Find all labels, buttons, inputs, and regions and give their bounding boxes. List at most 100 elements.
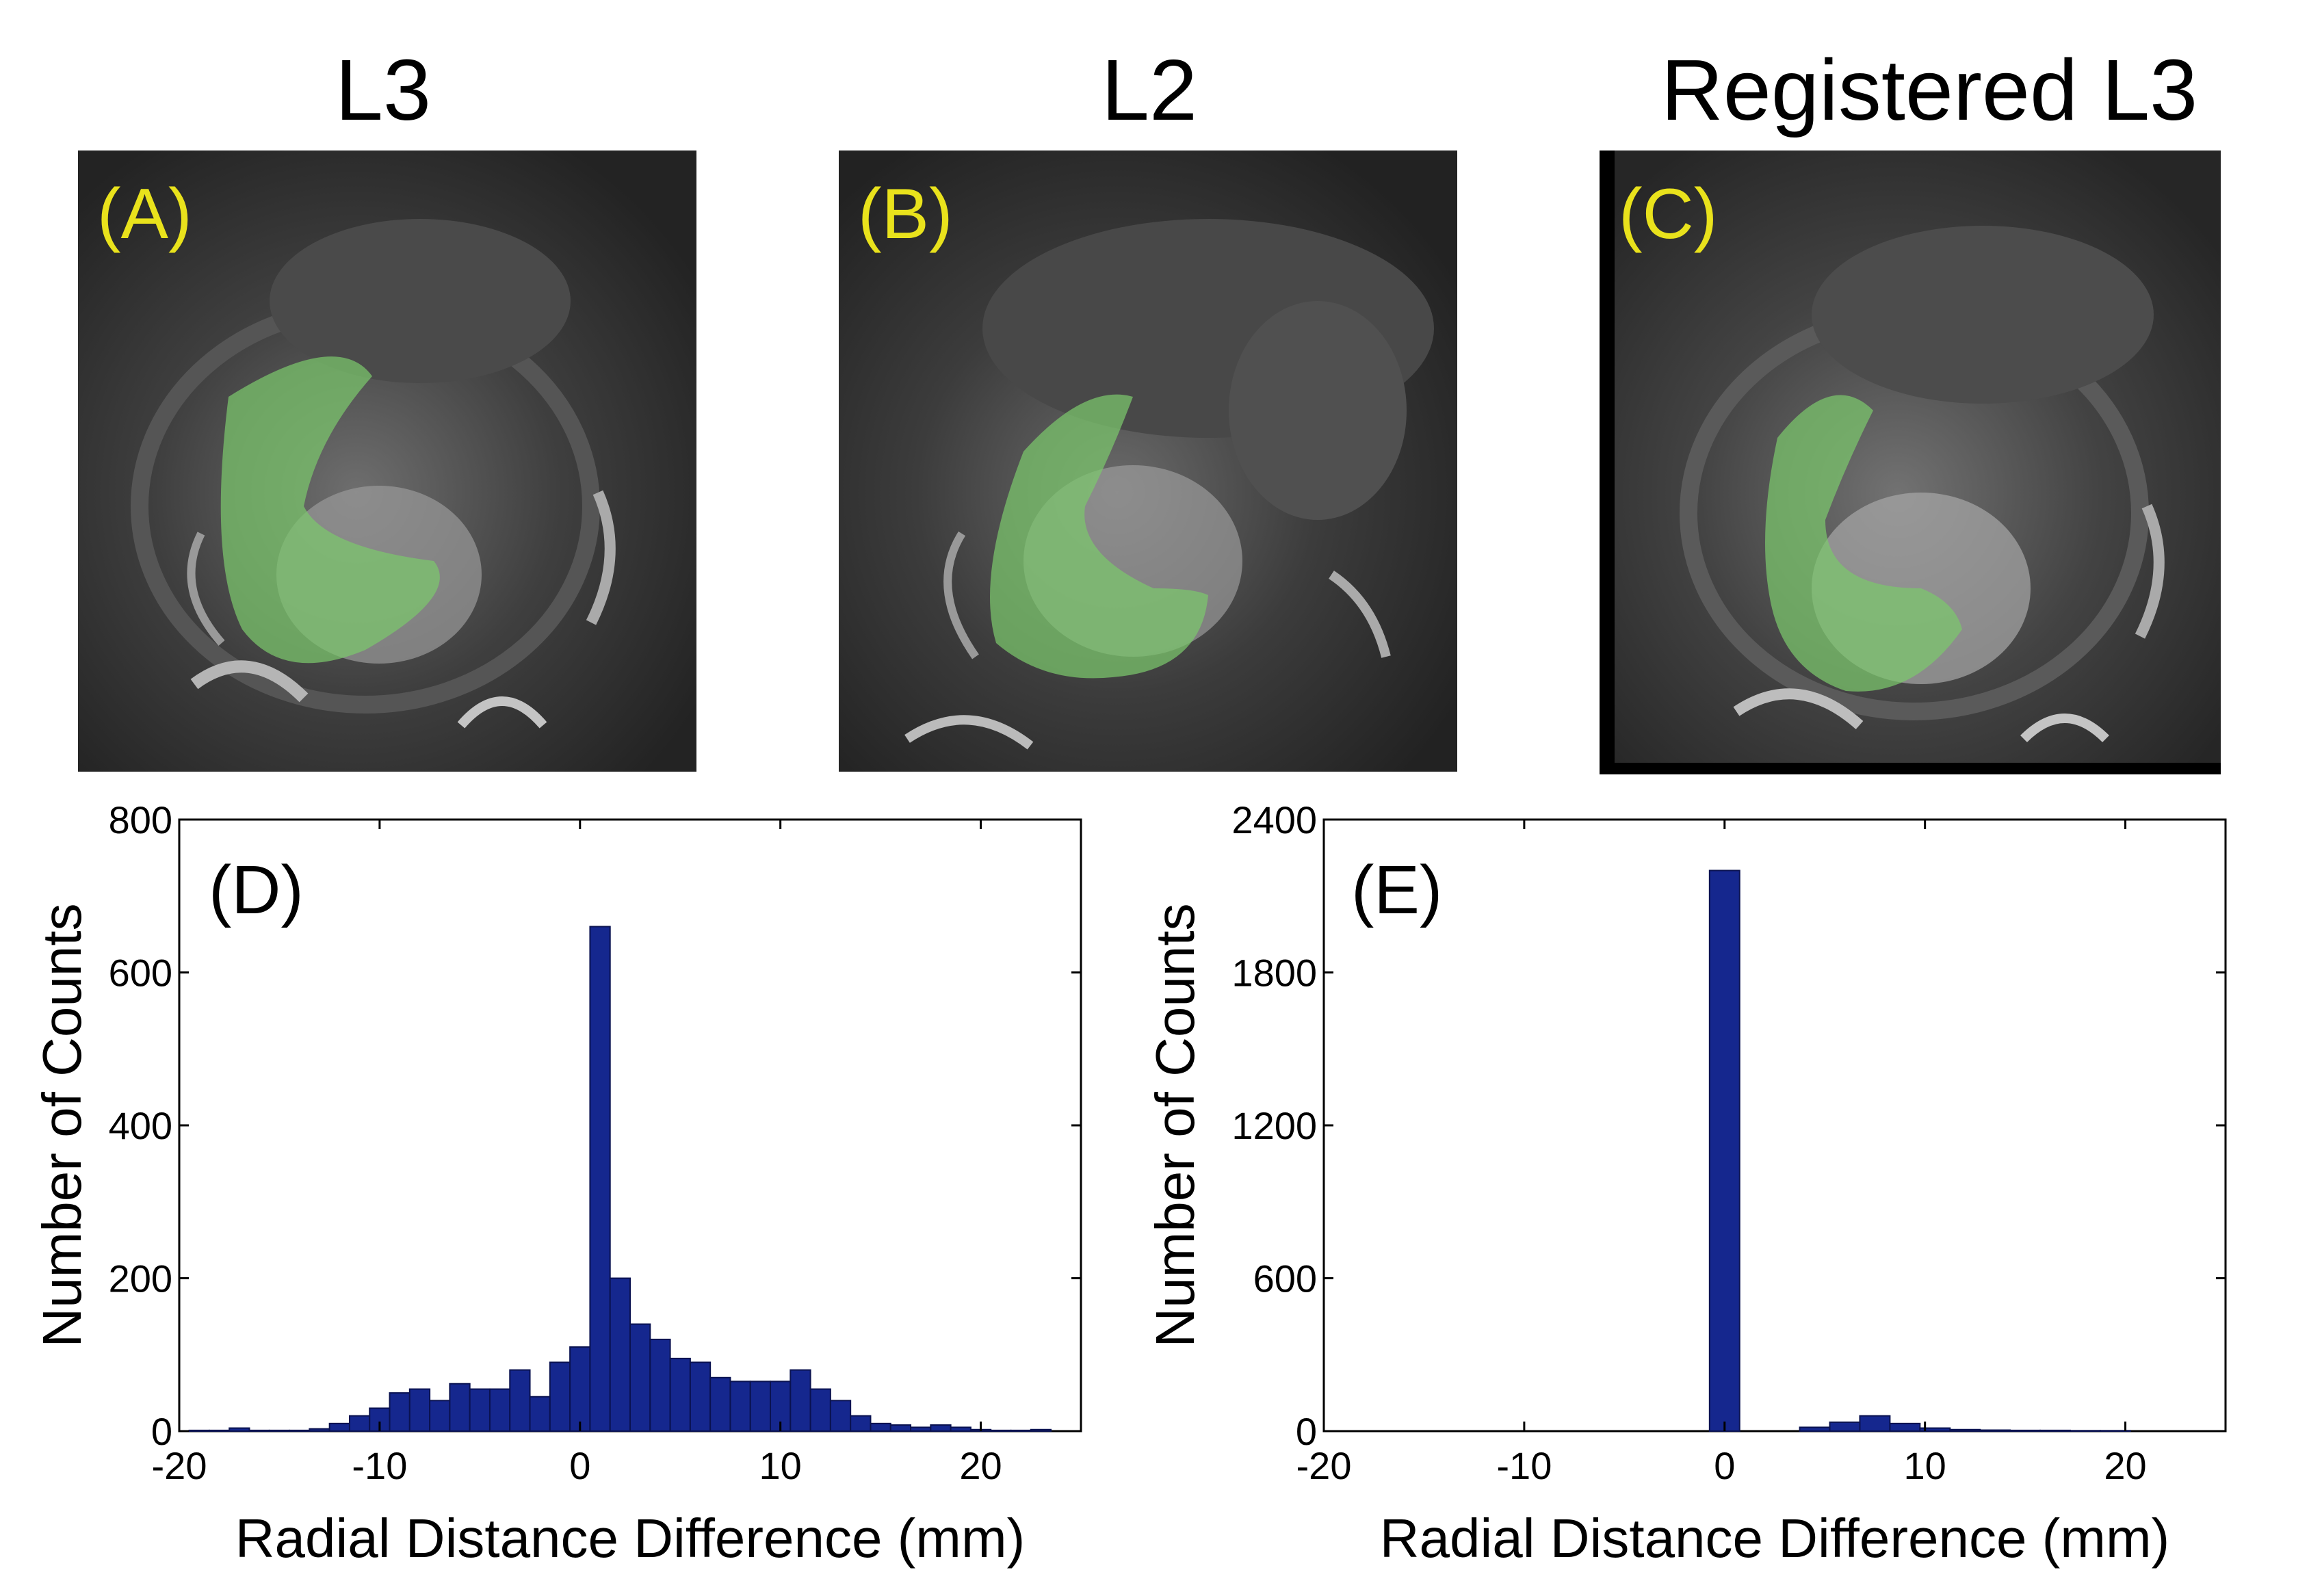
bar-e [1949,1428,1981,1432]
bar-d [669,1357,691,1433]
x-tick-label-d: 10 [759,1444,802,1487]
y-tick-label-e: 600 [1253,1257,1317,1300]
bar-d [408,1388,431,1432]
bar-d [229,1427,250,1433]
mri-image-c: (C) [1600,151,2221,774]
panel-title-a: L3 [335,42,432,138]
bar-d [729,1381,751,1433]
axes-e: -20 -10 0 10 20 0 600 1200 1800 2400 [1231,798,2226,1487]
mri-image-a: (A) [78,151,696,772]
bar-d [629,1323,651,1433]
x-tick-label-e: 10 [1904,1444,1946,1487]
bar-e [1859,1415,1891,1432]
panel-title-b: L2 [1101,42,1198,138]
bar-e [1889,1422,1921,1432]
chart-label-e: (E) [1351,852,1442,928]
bar-d [488,1388,511,1432]
mri-scan-a [78,151,696,772]
bar-d [449,1383,471,1432]
bar-e [2039,1429,2072,1433]
mri-image-b: (B) [839,151,1457,772]
y-tick-label-e: 1800 [1231,952,1317,995]
bar-d [950,1426,971,1433]
x-tick-label-e: -10 [1496,1444,1552,1487]
y-tick-label-d: 200 [109,1257,172,1300]
bar-d [529,1396,551,1433]
bar-d [870,1422,891,1432]
bar-d [889,1424,912,1433]
bar-e [2009,1429,2041,1433]
x-tick-label-d: 0 [569,1444,590,1487]
x-tick-label-d: -10 [352,1444,407,1487]
bar-d [248,1429,270,1433]
bar-e [1829,1421,1861,1432]
y-tick-label-e: 2400 [1231,798,1317,841]
histogram-e: -20 -10 0 10 20 0 600 1200 1800 2400 (E) Radial D… [1145,798,2227,1569]
bar-d [689,1361,712,1433]
bar-d [749,1381,772,1433]
chart-label-d: (D) [209,852,304,928]
x-axis-label-d: Radial Distance Difference (mm) [235,1508,1025,1569]
panel-title-c: Registered L3 [1660,42,2198,138]
bar-d [649,1338,671,1433]
x-tick-label-e: 20 [2104,1444,2146,1487]
bar-e [1708,869,1740,1432]
bar-e [2099,1430,2131,1432]
panel-label-b: (B) [858,174,953,254]
bar-d [549,1361,571,1433]
bar-d [469,1388,491,1432]
segmentation-overlay-c [1765,395,1962,692]
bar-d [188,1429,210,1433]
panel-label-a: (A) [97,174,192,254]
bars-e [1708,869,2131,1433]
bar-d [790,1369,811,1432]
bar-d [309,1428,330,1432]
x-axis-label-e: Radial Distance Difference (mm) [1380,1508,2169,1569]
bar-d [289,1429,311,1433]
bar-d [829,1400,852,1433]
segmentation-overlay-b [990,394,1208,679]
mri-scan-b [839,151,1457,772]
panel-label-c: (C) [1619,174,1718,254]
bar-d [509,1369,531,1432]
bar-e [1799,1426,1831,1433]
bar-e [1979,1429,2011,1433]
bar-d [328,1422,350,1432]
bar-d [389,1392,410,1432]
bar-d [569,1346,591,1432]
x-tick-label-e: -20 [1296,1444,1352,1487]
bar-d [930,1424,952,1433]
y-tick-label-d: 0 [151,1410,172,1453]
bar-d [268,1429,291,1433]
bar-d [709,1376,731,1433]
x-tick-label-d: 20 [959,1444,1002,1487]
mri-scan-c [1600,151,2221,774]
bar-d [809,1388,831,1432]
bar-d [850,1415,872,1432]
bar-d [910,1426,932,1433]
x-tick-label-d: -20 [152,1444,207,1487]
bar-d [589,926,611,1432]
segmentation-overlay-a [220,356,440,664]
bar-d [429,1400,451,1433]
plot-area-e [1322,818,2227,1433]
y-axis-label-d: Number of Counts [31,903,92,1347]
bar-d [208,1429,231,1433]
y-tick-label-d: 400 [109,1104,172,1147]
y-tick-label-e: 0 [1296,1410,1317,1453]
y-tick-label-d: 600 [109,952,172,995]
bar-d [609,1277,631,1432]
bar-e [2070,1430,2101,1432]
bar-d [348,1415,371,1432]
y-tick-label-d: 800 [109,798,172,841]
bars-d [188,926,1052,1433]
bar-d [1030,1428,1052,1432]
bar-d [1010,1429,1032,1433]
y-tick-label-e: 1200 [1231,1104,1317,1147]
x-tick-label-e: 0 [1714,1444,1735,1487]
y-axis-label-e: Number of Counts [1145,903,1205,1347]
bar-d [990,1429,1012,1433]
